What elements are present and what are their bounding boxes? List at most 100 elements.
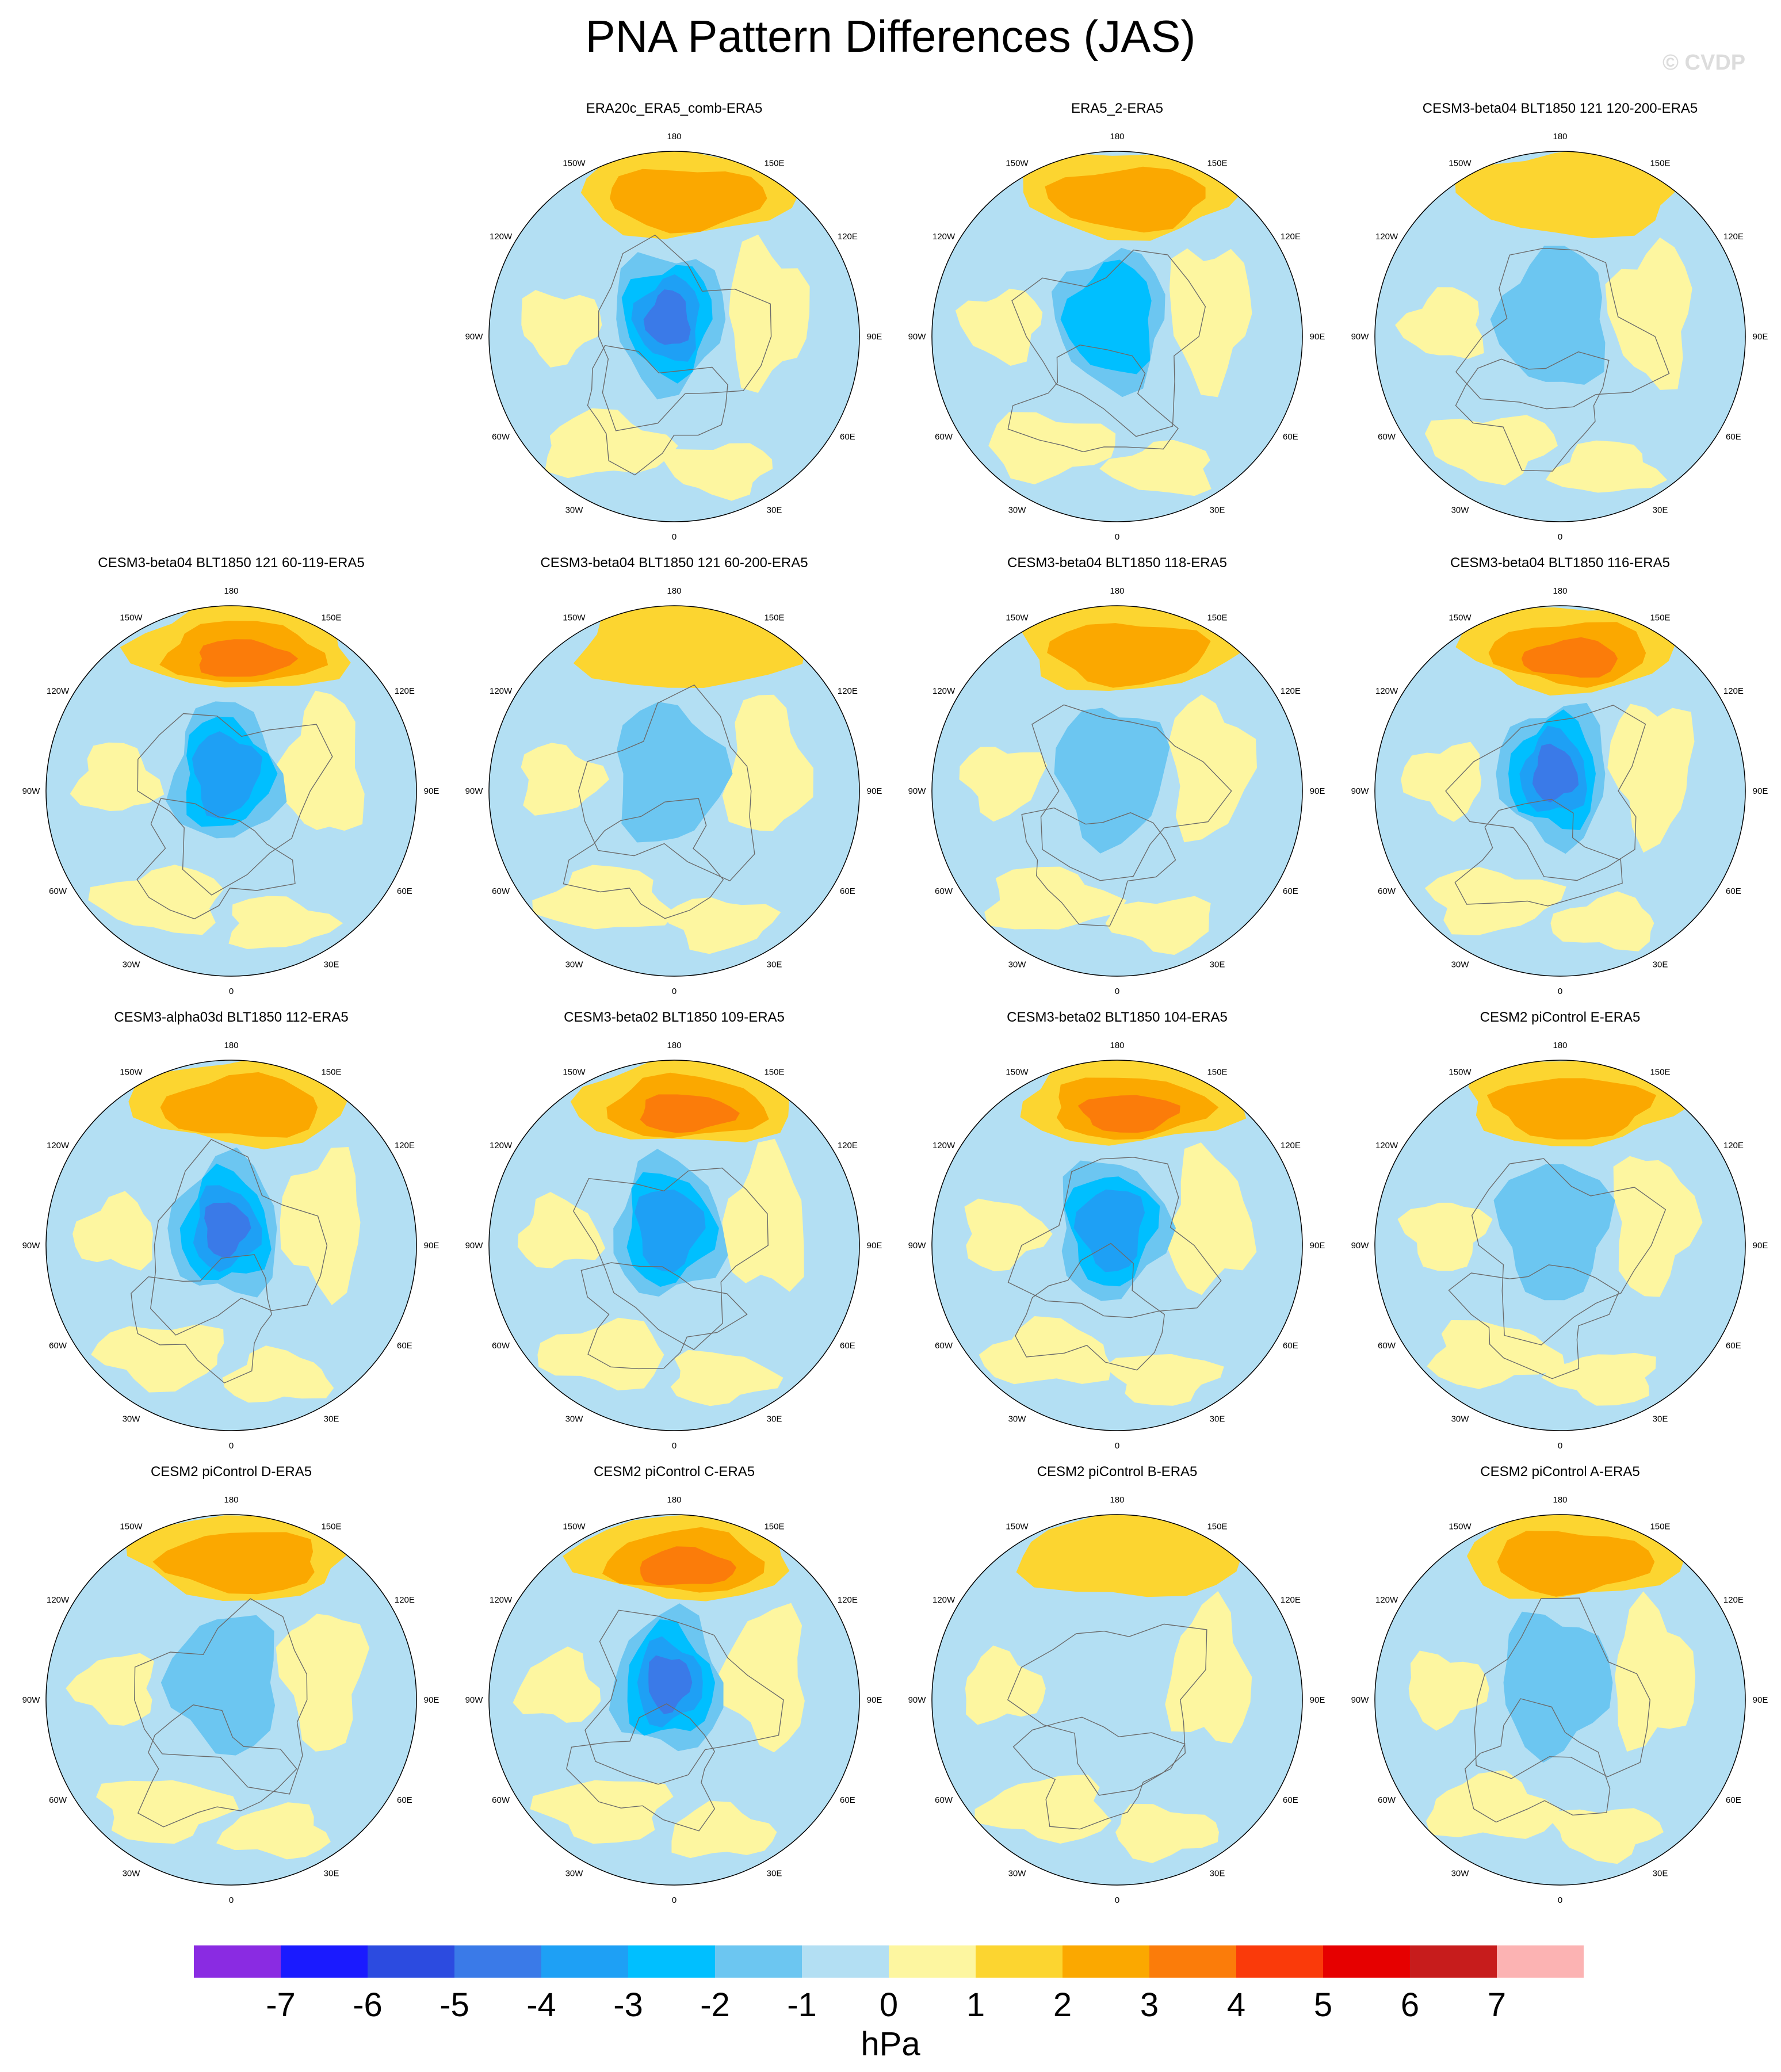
longitude-label: 30W — [1451, 505, 1470, 515]
positive-anomaly-contour — [199, 639, 299, 677]
longitude-label: 60E — [840, 1795, 855, 1805]
polar-map: 180 150E 120E 90E 60E 30E 0 30W 60W 90W 120W 150W — [1351, 1495, 1768, 1905]
longitude-label: 60E — [1283, 886, 1298, 896]
longitude-label: 30E — [767, 1414, 782, 1424]
longitude-label: 90E — [1753, 1241, 1768, 1251]
map-boundary — [931, 1060, 1303, 1431]
longitude-label: 120W — [932, 686, 956, 696]
longitude-label: 60E — [397, 1795, 412, 1805]
longitude-label: 90W — [1351, 786, 1370, 796]
longitude-label: 60E — [840, 1341, 855, 1351]
longitude-label: 60E — [840, 886, 855, 896]
map-boundary — [1374, 151, 1746, 522]
longitude-label: 120E — [1281, 1595, 1301, 1605]
map-panel: ERA20c_ERA5_comb-ERA5 180 150E 120E 90E 60E 30… — [461, 101, 887, 549]
longitude-label: 0 — [229, 1441, 234, 1451]
positive-anomaly-region — [96, 1780, 239, 1844]
positive-anomaly-region — [717, 1603, 805, 1753]
longitude-label: 60E — [397, 886, 412, 896]
colorbar-tick-label: -3 — [613, 1986, 643, 2024]
map-panel: CESM3-beta02 BLT1850 104-ERA5 180 150E 120E… — [904, 1010, 1330, 1458]
positive-anomaly-region — [513, 1646, 601, 1723]
positive-anomaly-region — [91, 1324, 224, 1393]
positive-anomaly-region — [1408, 1650, 1489, 1731]
longitude-label: 120E — [1281, 232, 1301, 242]
longitude-label: 60W — [492, 886, 510, 896]
positive-anomaly-region — [1115, 1803, 1219, 1863]
map-panel: CESM3-beta04 BLT1850 118-ERA5 180 150E 120E… — [904, 555, 1330, 1004]
coastlines — [136, 713, 333, 920]
longitude-label: 30W — [1008, 959, 1027, 969]
positive-anomaly-region — [1105, 896, 1211, 955]
longitude-label: 30W — [1451, 1414, 1470, 1424]
longitude-label: 60W — [1378, 432, 1396, 442]
positive-anomaly-region — [521, 743, 609, 816]
longitude-label: 60W — [49, 1341, 67, 1351]
positive-anomaly-region — [1550, 891, 1654, 951]
longitude-label: 0 — [1558, 1895, 1562, 1905]
map-boundary — [1374, 605, 1746, 977]
longitude-label: 60W — [1378, 886, 1396, 896]
positive-anomaly-region — [222, 1345, 334, 1403]
positive-anomaly-contour — [152, 1532, 315, 1595]
negative-anomaly-contour — [1493, 1164, 1615, 1301]
longitude-label: 150W — [1006, 159, 1029, 169]
map-panel: CESM3-beta04 BLT1850 121 60-119-ERA5 180 1… — [18, 555, 444, 1004]
longitude-label: 120W — [1375, 1141, 1398, 1150]
positive-anomaly-region — [228, 896, 343, 949]
longitude-label: 30W — [565, 959, 584, 969]
map-panel: CESM3-alpha03d BLT1850 112-ERA5 180 150E 12… — [18, 1010, 444, 1458]
panel-title: CESM3-alpha03d BLT1850 112-ERA5 — [114, 1010, 349, 1025]
negative-anomaly-contour — [643, 289, 691, 345]
negative-anomaly-contour — [1532, 743, 1579, 802]
longitude-label: 30W — [123, 959, 141, 969]
map-panel: CESM3-beta04 BLT1850 121 60-200-ERA5 180 1… — [461, 555, 887, 1004]
longitude-label: 180 — [1110, 1495, 1124, 1505]
longitude-label: 90E — [424, 1695, 439, 1705]
coastlines — [1448, 1158, 1667, 1379]
longitude-label: 180 — [667, 1041, 681, 1050]
longitude-label: 180 — [224, 586, 238, 596]
longitude-label: 30E — [767, 1868, 782, 1878]
longitude-label: 30W — [123, 1414, 141, 1424]
longitude-label: 150W — [563, 1068, 586, 1077]
longitude-label: 90E — [424, 1241, 439, 1251]
polar-map: 180 150E 120E 90E 60E 30E 0 30W 60W 90W 120W 150W — [908, 1041, 1325, 1451]
panel-grid: ERA20c_ERA5_comb-ERA5 180 150E 120E 90E 60E 30… — [18, 101, 1773, 1913]
longitude-label: 90E — [1753, 1695, 1768, 1705]
map-panel: CESM2 piControl D-ERA5 180 150E 120E 90E 60E 3… — [18, 1464, 444, 1913]
longitude-label: 0 — [672, 1895, 677, 1905]
positive-anomaly-region — [1401, 741, 1482, 822]
colorbar-tick-label: 4 — [1226, 1986, 1246, 2024]
longitude-label: 150W — [563, 159, 586, 169]
longitude-label: 60W — [935, 886, 953, 896]
longitude-label: 180 — [1553, 1041, 1567, 1050]
longitude-label: 0 — [1115, 987, 1119, 996]
longitude-label: 0 — [1115, 532, 1119, 542]
positive-anomaly-region — [532, 865, 676, 930]
positive-anomaly-region — [1170, 248, 1252, 397]
longitude-label: 120E — [1723, 232, 1744, 242]
longitude-label: 60E — [397, 1341, 412, 1351]
longitude-label: 120W — [932, 1141, 956, 1150]
positive-anomaly-region — [1099, 439, 1211, 496]
longitude-label: 60E — [1283, 1795, 1298, 1805]
longitude-label: 120E — [1723, 686, 1744, 696]
longitude-label: 60E — [840, 432, 855, 442]
longitude-label: 90W — [465, 1695, 484, 1705]
longitude-label: 90W — [908, 786, 927, 796]
coastlines — [563, 684, 755, 919]
positive-anomaly-region — [964, 1198, 1053, 1272]
longitude-label: 90W — [908, 1241, 927, 1251]
longitude-label: 90E — [1753, 786, 1768, 796]
map-panel: CESM3-beta04 BLT1850 121 120-200-ERA5 180… — [1347, 101, 1773, 549]
longitude-label: 90E — [1310, 1695, 1325, 1705]
longitude-label: 150E — [321, 1068, 341, 1077]
positive-anomaly-region — [537, 1317, 664, 1391]
map-panel: CESM2 piControl C-ERA5 180 150E 120E 90E 60E 3… — [461, 1464, 887, 1913]
longitude-label: 150E — [764, 1068, 784, 1077]
negative-anomaly-contour — [204, 1202, 251, 1257]
longitude-label: 150W — [1449, 1068, 1472, 1077]
longitude-label: 30W — [123, 1868, 141, 1878]
positive-anomaly-region — [1167, 1142, 1257, 1295]
